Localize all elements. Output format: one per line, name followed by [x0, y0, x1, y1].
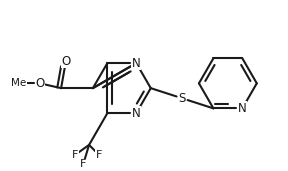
Text: N: N [238, 102, 247, 115]
Text: F: F [80, 159, 86, 169]
Text: N: N [132, 57, 141, 70]
Text: O: O [61, 55, 71, 68]
Text: F: F [96, 150, 102, 160]
Text: Me: Me [11, 78, 26, 88]
Text: N: N [132, 107, 141, 120]
Text: F: F [72, 150, 79, 160]
Text: S: S [178, 92, 186, 105]
Text: O: O [35, 77, 45, 90]
